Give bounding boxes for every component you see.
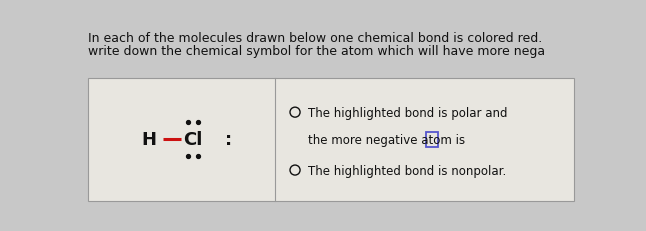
Text: The highlighted bond is nonpolar.: The highlighted bond is nonpolar. <box>308 164 506 177</box>
Text: the more negative atom is: the more negative atom is <box>308 133 465 146</box>
Text: The highlighted bond is polar and: The highlighted bond is polar and <box>308 106 507 119</box>
Text: Cl: Cl <box>183 131 202 149</box>
Bar <box>426 132 438 147</box>
Text: write down the chemical symbol for the atom which will have more nega: write down the chemical symbol for the a… <box>89 45 546 58</box>
Text: H: H <box>141 131 156 149</box>
Text: :: : <box>225 131 232 149</box>
Text: In each of the molecules drawn below one chemical bond is colored red.: In each of the molecules drawn below one… <box>89 32 543 45</box>
Bar <box>88 78 574 201</box>
